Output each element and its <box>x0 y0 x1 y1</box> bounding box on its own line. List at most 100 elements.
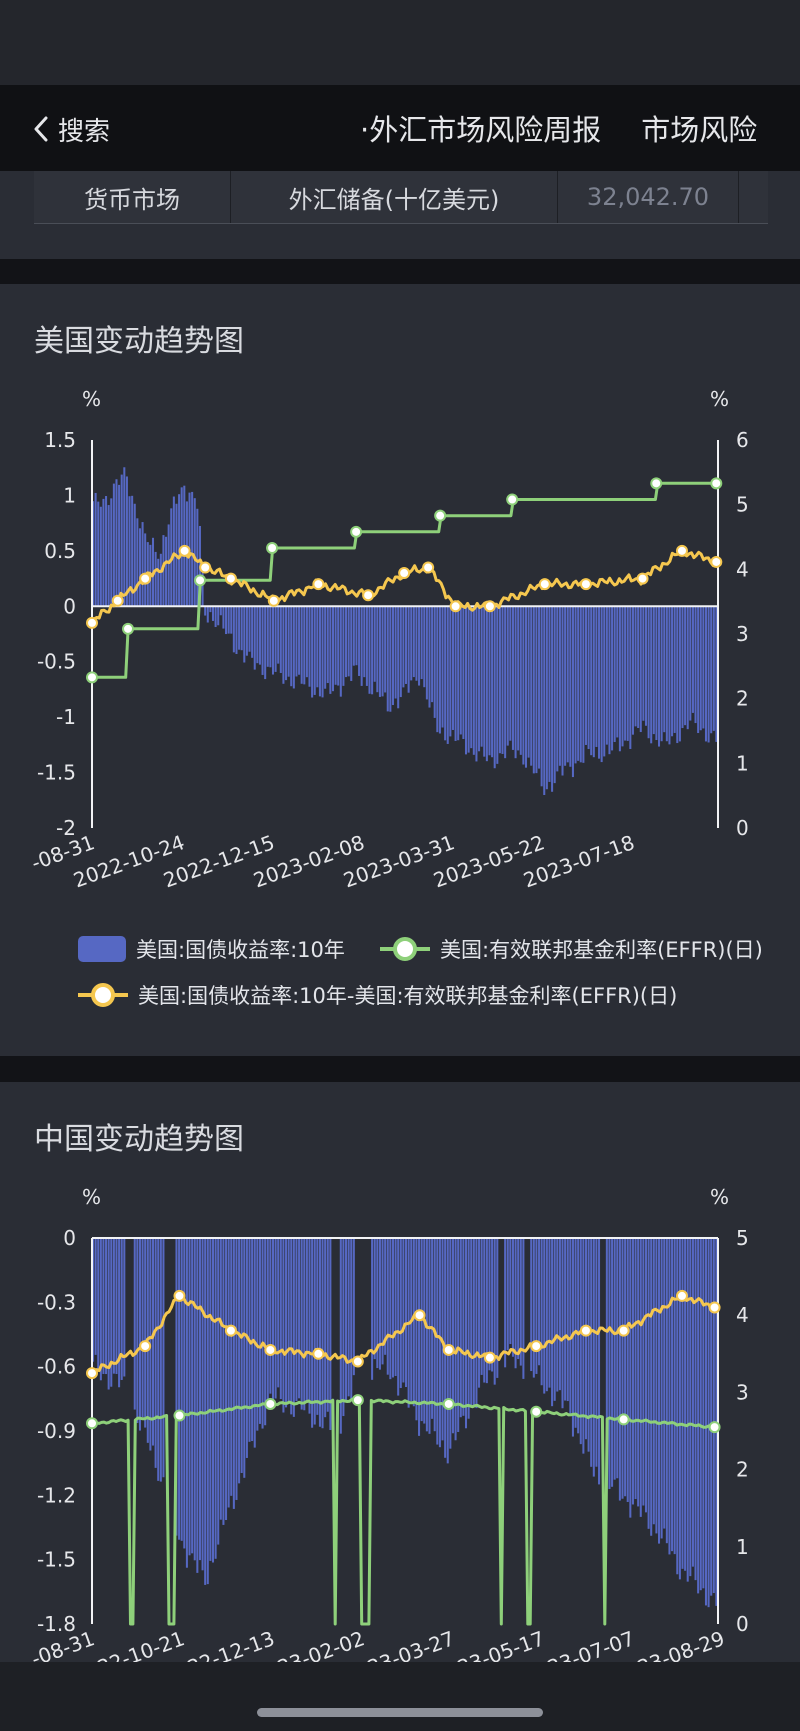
bar <box>535 1238 538 1374</box>
right-axis-tick-label: 5 <box>736 493 749 517</box>
left-axis-tick-label: -1.5 <box>37 1548 76 1572</box>
bar <box>198 1238 201 1561</box>
bar <box>472 1238 475 1407</box>
bar <box>485 1238 488 1384</box>
series-point <box>139 1340 152 1353</box>
bar <box>496 606 499 764</box>
left-axis-unit: % <box>82 387 101 411</box>
bar <box>138 528 141 607</box>
home-indicator-area <box>0 1662 800 1731</box>
bar <box>712 1238 715 1594</box>
home-indicator[interactable] <box>257 1708 543 1717</box>
bar <box>681 1238 684 1569</box>
bar <box>428 606 431 708</box>
bar <box>279 606 282 673</box>
bar <box>209 606 212 613</box>
bar <box>384 1238 387 1355</box>
bar <box>287 606 290 677</box>
bar <box>535 606 538 774</box>
x-axis-tick-label: 23-02-02 <box>274 1626 368 1662</box>
bar <box>464 1238 468 1429</box>
bar <box>517 1238 520 1360</box>
bar <box>298 1238 301 1399</box>
us-trend-chart: % %1.510.50-0.5-1-1.5-26543210-08-312022-… <box>28 387 749 892</box>
bar <box>264 606 267 680</box>
series-line <box>92 481 718 679</box>
bar <box>97 501 100 607</box>
bar <box>222 606 225 629</box>
bar <box>206 606 209 623</box>
series-point <box>266 541 279 554</box>
bar <box>144 533 147 607</box>
bar <box>561 606 564 776</box>
bar <box>569 1238 572 1415</box>
bar <box>391 1238 394 1378</box>
bar <box>519 606 522 755</box>
bar <box>209 1238 212 1561</box>
table-row: 货币市场 外汇储备(十亿美元) 32,042.70 <box>34 171 768 224</box>
bar <box>616 606 619 738</box>
bar <box>133 503 136 607</box>
bar <box>115 479 118 607</box>
bar <box>308 1238 311 1414</box>
series-point <box>710 555 723 568</box>
series-point <box>264 1343 277 1356</box>
legend-item-bar[interactable]: 美国:国债收益率:10年 <box>78 934 345 964</box>
back-button[interactable]: 搜索 <box>32 111 110 147</box>
bar <box>183 1238 186 1549</box>
bar <box>92 1238 95 1362</box>
bar <box>292 1238 295 1417</box>
bar <box>480 606 483 747</box>
bar <box>274 606 277 672</box>
tab-market-risk[interactable]: 市场风险 <box>641 113 758 147</box>
bar <box>105 1238 108 1375</box>
bar <box>658 606 661 747</box>
series-point <box>178 544 191 557</box>
bar <box>118 1238 121 1388</box>
bar <box>94 492 97 607</box>
bar <box>295 1238 298 1401</box>
bar <box>329 1238 332 1431</box>
tab-fx-weekly[interactable]: ·外汇市场风险周报 <box>360 113 602 147</box>
bar <box>676 1238 679 1575</box>
bar <box>165 536 168 607</box>
bar <box>227 1238 230 1508</box>
legend-yellow-label: 美国:国债收益率:10年-美国:有效联邦基金利率(EFFR)(日) <box>138 984 678 1008</box>
bar <box>595 606 598 747</box>
series-point <box>86 1367 98 1380</box>
legend-item-green[interactable]: 美国:有效联邦基金利率(EFFR)(日) <box>380 934 763 964</box>
bar <box>285 1238 288 1408</box>
series-point <box>710 477 723 490</box>
bar <box>360 606 363 686</box>
bar <box>298 606 301 675</box>
bar <box>522 606 525 765</box>
series-point <box>139 572 152 585</box>
bar <box>608 1238 611 1490</box>
bar <box>577 606 580 761</box>
series-point <box>312 578 325 591</box>
bar <box>211 606 215 621</box>
bar <box>102 498 105 607</box>
left-axis-tick-label: -0.5 <box>37 650 76 674</box>
legend-item-yellow[interactable]: 美国:国债收益率:10年-美国:有效联邦基金利率(EFFR)(日) <box>78 980 677 1010</box>
left-axis-tick-label: -1.2 <box>37 1483 76 1507</box>
bar <box>517 606 520 751</box>
bar <box>590 606 593 756</box>
bar <box>282 1238 285 1413</box>
bar <box>225 1238 228 1521</box>
bar <box>133 1238 136 1410</box>
section-divider <box>0 259 800 284</box>
bar <box>232 1238 235 1509</box>
right-axis-tick-label: 3 <box>736 1380 749 1404</box>
bar <box>274 1238 277 1399</box>
bar <box>626 606 629 741</box>
bar <box>647 1238 650 1529</box>
bar <box>112 1238 115 1374</box>
bar <box>235 1238 238 1500</box>
series-point <box>483 600 496 613</box>
bar <box>162 1238 165 1478</box>
bar <box>300 1238 303 1410</box>
bar <box>483 1238 486 1383</box>
bar <box>665 606 668 742</box>
bar <box>462 1238 465 1416</box>
